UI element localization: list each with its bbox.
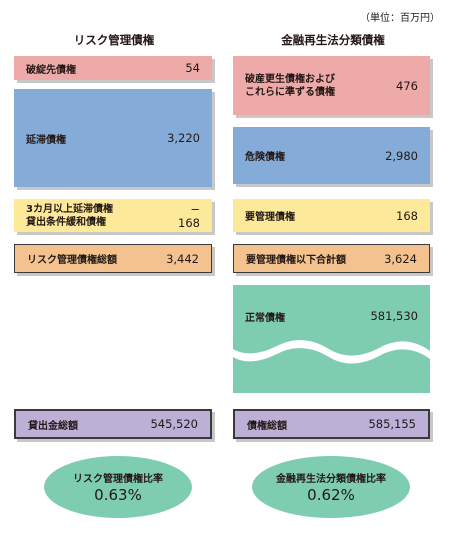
bankrupt-reorg-label-line1: 破産更生債権および — [245, 73, 335, 85]
past-due-value: − — [190, 201, 200, 216]
bankrupt-reorg-value: 476 — [396, 78, 418, 93]
delinquent-claims-label: 延滞債権 — [26, 134, 66, 146]
past-due-restructured-values: − 168 — [178, 202, 200, 230]
classified-ratio-ellipse: 金融再生法分類債権比率 0.62% — [252, 456, 410, 518]
risk-total-label: リスク管理債権総額 — [27, 255, 117, 266]
delinquent-claims-value: 3,220 — [167, 131, 200, 145]
total-claims-box: 債権総額 585,155 — [233, 409, 430, 439]
left-header: リスク管理債権 — [73, 33, 155, 47]
total-loans-value: 545,520 — [150, 417, 198, 431]
bankrupt-reorg-box: 破産更生債権および これらに準ずる債権 476 — [233, 56, 430, 115]
classified-ratio-value: 0.62% — [307, 486, 355, 504]
risk-ratio-value: 0.63% — [94, 486, 142, 504]
normal-claims-shape — [233, 285, 430, 393]
special-attention-box: 要管理債権 168 — [233, 199, 430, 232]
doubtful-claims-label: 危険債権 — [245, 152, 285, 163]
bankrupt-reorg-label-line2: これらに準ずる債権 — [245, 86, 335, 98]
classified-ratio-label: 金融再生法分類債権比率 — [276, 474, 386, 485]
bankrupt-reorg-labels: 破産更生債権および これらに準ずる債権 — [245, 73, 335, 99]
risk-ratio-ellipse: リスク管理債権比率 0.63% — [44, 456, 192, 518]
past-due-restructured-box: 3カ月以上延滞債権 貸出条件緩和債権 − 168 — [14, 199, 212, 232]
classified-subtotal-label: 要管理債権以下合計額 — [246, 255, 346, 266]
risk-ratio-label: リスク管理債権比率 — [73, 474, 163, 485]
unit-label: （単位：百万円） — [360, 13, 440, 24]
right-header: 金融再生法分類債権 — [281, 33, 385, 47]
restructured-value: 168 — [178, 215, 200, 230]
classified-subtotal-value: 3,624 — [384, 251, 417, 266]
risk-total-box: リスク管理債権総額 3,442 — [14, 244, 212, 273]
total-loans-label: 貸出金総額 — [28, 420, 78, 432]
restructured-label: 貸出条件緩和債権 — [26, 216, 106, 228]
normal-claims-value: 581,530 — [370, 309, 418, 323]
total-loans-box: 貸出金総額 545,520 — [14, 409, 212, 439]
total-claims-value: 585,155 — [368, 417, 416, 431]
past-due-restructured-labels: 3カ月以上延滞債権 貸出条件緩和債権 — [26, 203, 113, 229]
special-attention-label: 要管理債権 — [245, 212, 295, 223]
delinquent-claims-box: 延滞債権 3,220 — [14, 89, 212, 187]
normal-claims-box: 正常債権 581,530 — [233, 285, 430, 347]
risk-total-value: 3,442 — [166, 251, 199, 266]
bankrupt-claims-value: 54 — [185, 61, 200, 75]
past-due-label: 3カ月以上延滞債権 — [26, 203, 113, 215]
doubtful-claims-value: 2,980 — [385, 148, 418, 163]
normal-claims-label: 正常債権 — [245, 312, 285, 324]
classified-subtotal-box: 要管理債権以下合計額 3,624 — [233, 244, 430, 273]
special-attention-value: 168 — [396, 208, 418, 223]
bankrupt-claims-label: 破綻先債権 — [26, 64, 76, 76]
total-claims-label: 債権総額 — [247, 420, 287, 432]
doubtful-claims-box: 危険債権 2,980 — [233, 127, 430, 184]
bankrupt-claims-box: 破綻先債権 54 — [14, 56, 212, 80]
